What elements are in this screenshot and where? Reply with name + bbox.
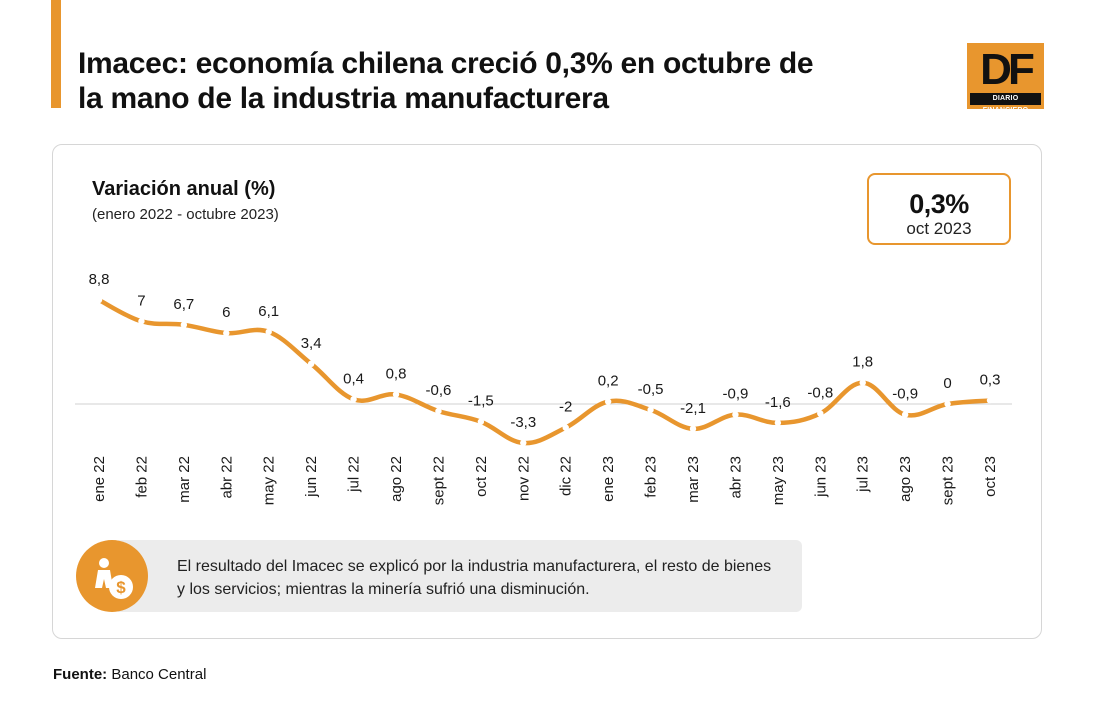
data-label: 6,1	[258, 303, 279, 320]
source-value: Banco Central	[111, 666, 207, 683]
series-line	[96, 297, 993, 446]
note-text: El resultado del Imacec se explicó por l…	[177, 558, 772, 598]
data-point	[95, 296, 103, 304]
x-tick-label: sept 22	[430, 456, 447, 505]
x-tick-label: sept 23	[940, 456, 957, 505]
money-bag-icon: $	[76, 540, 148, 612]
logo-subtitle: DIARIO FINANCIERO	[970, 93, 1041, 114]
note-background	[114, 540, 802, 612]
data-point	[774, 419, 782, 427]
x-tick-label: abr 22	[218, 456, 235, 499]
chart-title: Variación anual (%)	[92, 178, 276, 200]
x-tick-label: jun 22	[303, 456, 320, 498]
data-label: 0,4	[343, 370, 364, 387]
note-box: $ El resultado del Imacec se explicó por…	[76, 540, 802, 612]
data-label: -2,1	[680, 400, 706, 417]
data-label: -0,5	[638, 381, 664, 398]
x-tick-label: ene 23	[600, 456, 617, 502]
x-tick-label: oct 22	[473, 456, 490, 497]
x-tick-label: oct 23	[982, 456, 999, 497]
data-label: 3,4	[301, 335, 322, 352]
x-tick-label: jul 22	[346, 456, 363, 493]
x-tick-label: ago 23	[897, 456, 914, 502]
data-point	[392, 391, 400, 398]
data-point	[307, 360, 315, 368]
data-point	[859, 379, 866, 386]
data-points	[95, 296, 994, 447]
svg-text:$: $	[116, 578, 126, 597]
data-label: 6	[222, 304, 230, 321]
headline: Imacec: economía chilena creció 0,3% en …	[78, 47, 814, 115]
data-label: 0,2	[598, 373, 619, 390]
data-label: 1,8	[852, 354, 873, 371]
data-point	[350, 396, 357, 403]
accent-bar	[51, 0, 61, 108]
x-tick-label: jun 23	[812, 456, 829, 498]
x-tick-label: nov 22	[515, 456, 532, 501]
data-label: 6,7	[173, 296, 194, 313]
data-point	[562, 424, 569, 431]
x-tick-label: ago 22	[388, 456, 405, 502]
data-point	[180, 321, 188, 329]
data-label: 0,8	[386, 366, 407, 383]
data-point	[901, 411, 909, 418]
data-point	[689, 425, 697, 433]
data-labels: 8,8 7 6,7 6 6,1 3,4 0,4 0,8 -0,6 -1,5 -3,3 -2 0,2 -0,…	[89, 271, 1001, 431]
highlight-label: oct 2023	[906, 219, 972, 238]
data-point	[265, 328, 272, 336]
x-tick-label: ene 22	[91, 456, 108, 502]
chart-subtitle: (enero 2022 - octubre 2023)	[92, 206, 279, 223]
data-point	[647, 406, 654, 414]
x-tick-label: mar 22	[176, 456, 193, 503]
data-label: -3,3	[510, 414, 536, 431]
x-tick-label: jul 23	[855, 456, 872, 493]
x-tick-label: mar 23	[685, 456, 702, 503]
x-tick-label: may 23	[770, 456, 787, 505]
data-label: -1,6	[765, 394, 791, 411]
data-label: -0,8	[807, 384, 833, 401]
x-tick-label: may 22	[261, 456, 278, 505]
data-label: 0,3	[980, 371, 1001, 388]
data-label: -1,5	[468, 393, 494, 410]
data-point	[732, 411, 739, 418]
x-tick-label: feb 22	[133, 456, 150, 498]
data-label: 0	[943, 375, 951, 392]
data-point	[944, 400, 951, 408]
data-label: 8,8	[89, 271, 110, 288]
df-logo: DF DIARIO FINANCIERO	[967, 43, 1044, 114]
data-point	[604, 398, 612, 405]
data-label: 7	[137, 292, 145, 309]
data-point	[223, 329, 230, 337]
data-point	[520, 439, 527, 447]
x-tick-label: dic 22	[558, 456, 575, 496]
x-tick-label: abr 23	[727, 456, 744, 499]
data-point	[477, 418, 485, 425]
source-label: Fuente:	[53, 666, 108, 683]
x-tick-label: feb 23	[643, 456, 660, 498]
highlight-box: 0,3% oct 2023	[867, 173, 1011, 245]
data-point	[817, 410, 824, 417]
data-point	[138, 318, 145, 325]
data-label: -0,9	[722, 386, 748, 403]
highlight-value: 0,3%	[909, 189, 969, 219]
logo-mark: DF	[980, 45, 1035, 94]
x-axis-labels: ene 22 feb 22 mar 22 abr 22 may 22 jun 22 jul …	[91, 456, 999, 505]
data-label: -0,6	[425, 382, 451, 399]
data-label: -0,9	[892, 386, 918, 403]
data-point	[435, 407, 442, 415]
source-line: Fuente: Banco Central	[53, 666, 206, 683]
data-point	[986, 397, 994, 404]
data-label: -2	[559, 399, 572, 416]
